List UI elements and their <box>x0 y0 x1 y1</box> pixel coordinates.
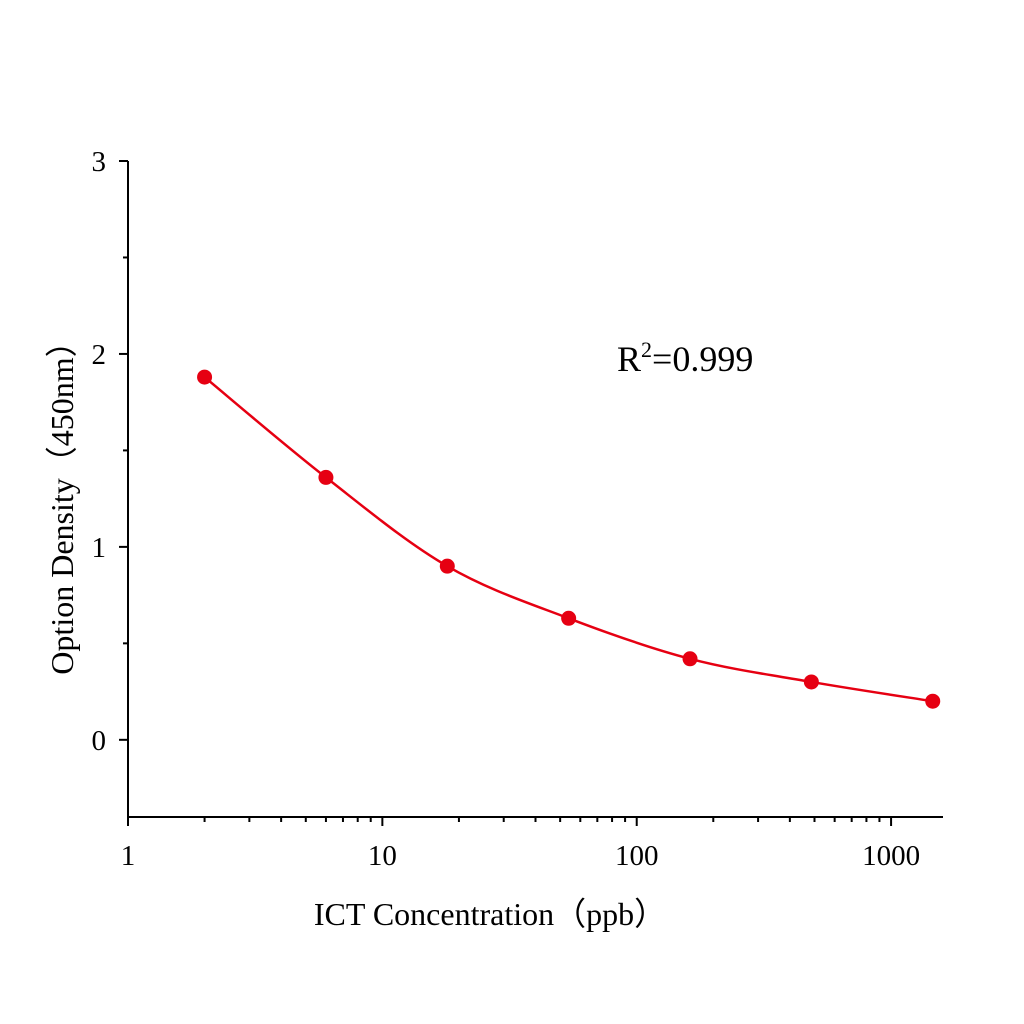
data-point <box>561 610 577 626</box>
y-tick-label: 0 <box>92 725 107 757</box>
x-axis-title: ICT Concentration（ppb） <box>314 896 666 932</box>
data-point <box>439 558 455 574</box>
data-point <box>925 693 941 709</box>
x-tick-label: 100 <box>615 840 659 872</box>
x-tick-label: 1 <box>121 840 136 872</box>
y-axis-title: Option Density（450nm） <box>44 325 80 674</box>
r-squared-value: =0.999 <box>652 339 753 379</box>
y-tick-label: 1 <box>92 532 107 564</box>
fit-curve <box>203 376 933 703</box>
r-squared-base: R <box>617 339 641 379</box>
tick-labels: 0 1 2 3 1 10 100 1000 <box>92 146 921 872</box>
ticks <box>119 160 893 826</box>
x-tick-label: 10 <box>368 840 397 872</box>
r-squared-annotation: R2=0.999 <box>617 337 753 379</box>
data-point <box>318 469 334 485</box>
r-squared-superscript: 2 <box>641 337 652 362</box>
data-point <box>682 651 698 667</box>
y-tick-label: 2 <box>92 339 107 371</box>
data-point <box>197 369 213 385</box>
series-layer <box>197 369 941 709</box>
x-tick-label: 1000 <box>862 840 920 872</box>
y-tick-label: 3 <box>92 146 107 178</box>
axes <box>127 161 943 818</box>
data-point <box>803 674 819 690</box>
